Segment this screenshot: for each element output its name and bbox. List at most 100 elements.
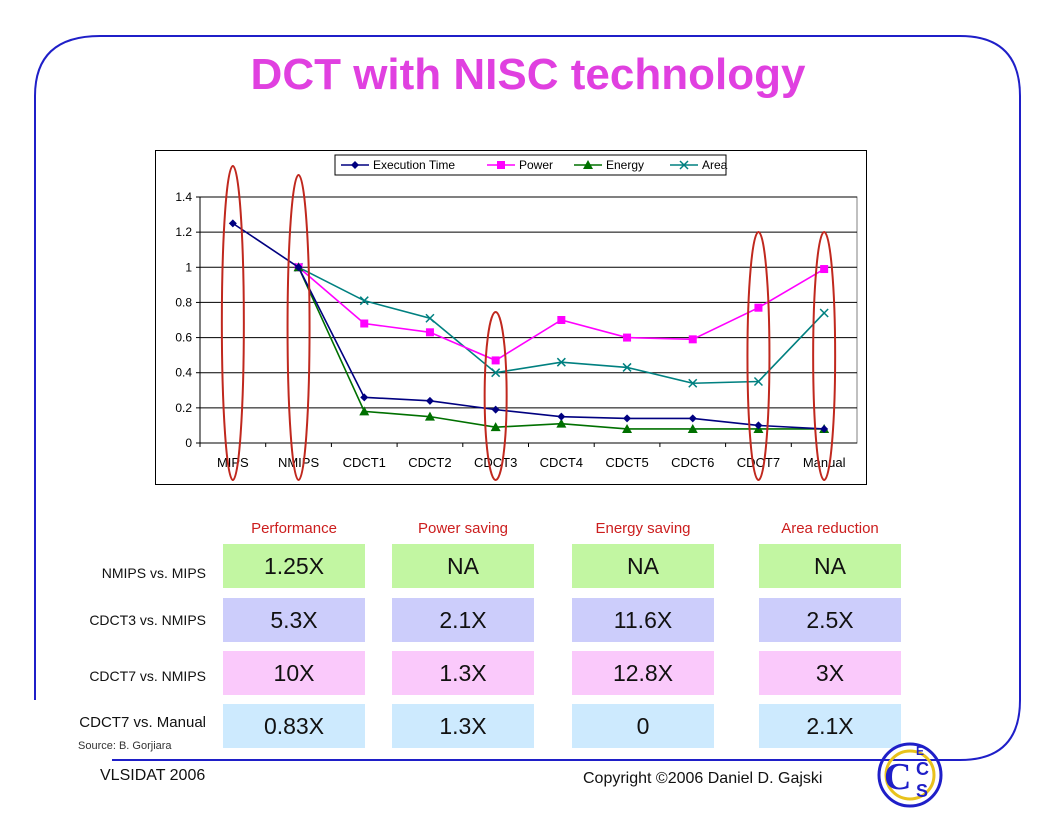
y-tick-label: 0.6: [175, 331, 192, 345]
x-tick-label: CDCT3: [474, 455, 517, 470]
table-cell: 10X: [223, 651, 365, 695]
legend-marker: [351, 161, 359, 169]
data-point: [688, 378, 698, 388]
legend-marker: [497, 161, 505, 169]
table-cell: 5.3X: [223, 598, 365, 642]
row-label-cdct7-vs-manual: CDCT7 vs. Manual: [79, 714, 206, 731]
data-point: [228, 219, 237, 228]
data-point: [753, 376, 763, 387]
table-cell: 12.8X: [572, 651, 714, 695]
data-point: [556, 418, 567, 428]
series-energy: [293, 262, 830, 433]
column-header-power-saving: Power saving: [417, 520, 509, 537]
data-point: [359, 296, 369, 306]
y-tick-label: 1.4: [175, 190, 192, 204]
table-cell: NA: [572, 544, 714, 588]
highlight-ellipse: [286, 174, 311, 481]
y-tick-label: 1: [185, 260, 192, 274]
table-cell: NA: [392, 544, 534, 588]
data-point: [424, 411, 435, 421]
data-point: [623, 333, 632, 342]
chart-legend: Execution Time Power Energy Area: [334, 154, 728, 176]
y-tick-label: 0.4: [175, 366, 192, 380]
data-point: [491, 356, 500, 365]
data-point: [754, 303, 763, 312]
table-cell: 2.5X: [759, 598, 901, 642]
svg-text:C: C: [916, 759, 929, 779]
svg-text:C: C: [884, 756, 911, 798]
table-cell: 2.1X: [759, 704, 901, 748]
y-tick-label: 0.8: [175, 295, 192, 309]
y-tick-label: 1.2: [175, 225, 192, 239]
x-tick-label: NMIPS: [278, 455, 320, 470]
data-point: [623, 414, 632, 423]
table-cell: 3X: [759, 651, 901, 695]
svg-text:E: E: [916, 744, 924, 758]
venue-label: VLSIDAT 2006: [100, 767, 206, 784]
series-execution-time: [228, 219, 829, 433]
source-note: Source: B. Gorjiara: [78, 740, 172, 752]
x-tick-label: CDCT5: [605, 455, 648, 470]
data-point: [425, 396, 434, 405]
column-header-area-reduction: Area reduction: [781, 520, 879, 537]
x-tick-label: CDCT4: [540, 455, 583, 470]
data-point: [820, 424, 829, 433]
table-cell: 0.83X: [223, 704, 365, 748]
x-tick-label: Manual: [803, 455, 846, 470]
data-point: [820, 265, 829, 274]
row-label-cdct3-vs-nmips: CDCT3 vs. NMIPS: [89, 612, 206, 628]
table-cell: NA: [759, 544, 901, 588]
legend-label: Energy: [606, 158, 644, 172]
legend-box: [334, 154, 727, 176]
data-point: [425, 328, 434, 337]
legend-label: Area: [702, 158, 728, 172]
data-point: [491, 405, 500, 414]
table-cell: 11.6X: [572, 598, 714, 642]
data-point: [688, 414, 697, 423]
legend-marker: [583, 160, 593, 169]
series-line: [232, 222, 825, 430]
copyright-notice: Copyright ©2006 Daniel D. Gajski: [583, 770, 823, 787]
data-point: [360, 319, 369, 328]
data-point: [557, 316, 566, 324]
table-cell: 1.3X: [392, 651, 534, 695]
data-point: [425, 313, 435, 323]
table-cell: 1.25X: [223, 544, 365, 588]
data-point: [360, 393, 369, 402]
highlight-ellipse: [812, 231, 837, 481]
legend-label: Power: [519, 158, 553, 172]
x-tick-label: CDCT1: [343, 455, 386, 470]
data-point: [294, 263, 303, 272]
line-chart: 0 0.2 0.4 0.6 0.8 1 1.2 1.4 MIPS NMIPS CDCT1 CDCT2…: [155, 150, 867, 485]
y-tick-label: 0.2: [175, 401, 192, 415]
data-point: [491, 368, 501, 378]
series-area: [294, 262, 829, 388]
data-point: [819, 308, 829, 318]
table-cell: 1.3X: [392, 704, 534, 748]
data-point: [688, 335, 697, 344]
table-cell: 2.1X: [392, 598, 534, 642]
legend-marker: [679, 160, 689, 170]
table-cell: 0: [572, 704, 714, 748]
plot-area: [199, 196, 858, 444]
x-tick-label: CDCT7: [737, 455, 780, 470]
x-tick-label: MIPS: [217, 455, 249, 470]
x-tick-label: CDCT6: [671, 455, 714, 470]
data-point: [556, 357, 566, 367]
highlight-ellipse: [746, 231, 771, 481]
y-tick-label: 0: [185, 436, 192, 450]
data-point: [359, 406, 370, 416]
highlight-ellipse: [483, 311, 508, 481]
x-tick-label: CDCT2: [408, 455, 451, 470]
data-point: [754, 421, 763, 430]
column-header-energy-saving: Energy saving: [595, 520, 691, 537]
row-label-nmips-vs-mips: NMIPS vs. MIPS: [101, 565, 206, 581]
slide-title: DCT with NISC technology: [250, 50, 806, 99]
legend-label: Execution Time: [373, 158, 455, 172]
row-label-cdct7-vs-nmips: CDCT7 vs. NMIPS: [89, 668, 206, 684]
highlight-ellipse: [220, 165, 245, 481]
data-point: [557, 412, 566, 421]
data-point: [622, 423, 633, 433]
column-header-performance: Performance: [251, 520, 337, 537]
